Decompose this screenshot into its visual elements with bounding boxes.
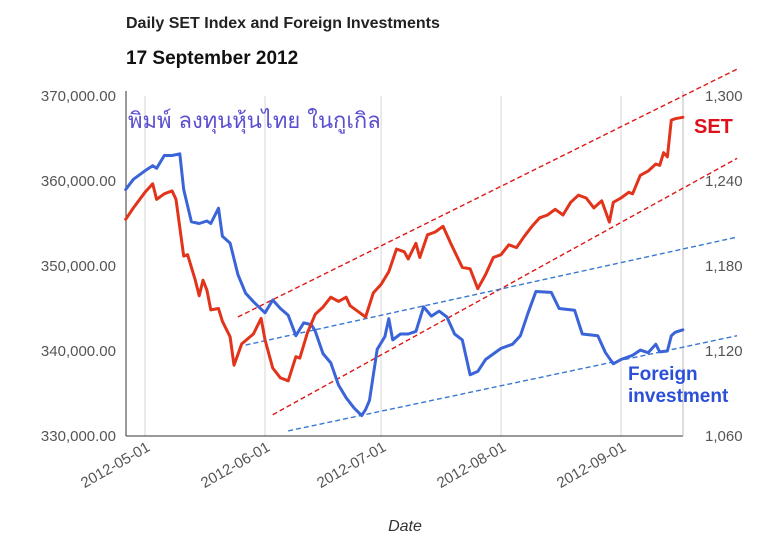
foreign-series-label: Foreign investment [628, 364, 728, 408]
y-right-tick-label: 1,240 [705, 173, 743, 190]
tick-labels: 330,000.00 340,000.00 350,000.00 360,000.00… [41, 88, 743, 535]
y-right-tick-label: 1,120 [705, 343, 743, 360]
series-layer [124, 115, 685, 418]
trend-line [272, 157, 738, 416]
x-tick-label: 2012-09-01 [554, 439, 629, 492]
set-series-label: SET [694, 116, 733, 138]
y-right-tick-label: 1,300 [705, 88, 743, 105]
y-left-tick-label: 350,000.00 [41, 258, 116, 275]
foreign-investment-line [124, 152, 685, 418]
y-left-tick-label: 370,000.00 [41, 88, 116, 105]
watermark-text: พิมพ์ ลงทุนหุ้นไทย ในกูเกิล [128, 109, 381, 134]
x-axis-label: Date [388, 518, 422, 535]
grid [144, 96, 622, 436]
axes [125, 91, 684, 437]
foreign-label-line1: Foreign [628, 364, 698, 385]
set-index-line [124, 115, 685, 383]
y-right-tick-label: 1,060 [705, 428, 743, 445]
trend-line [237, 68, 738, 318]
x-tick-label: 2012-05-01 [78, 439, 153, 492]
y-left-tick-label: 330,000.00 [41, 428, 116, 445]
foreign-label-line2: investment [628, 386, 729, 407]
chart-title: Daily SET Index and Foreign Investments [126, 15, 440, 32]
y-right-tick-label: 1,180 [705, 258, 743, 275]
y-left-tick-label: 340,000.00 [41, 343, 116, 360]
x-tick-label: 2012-07-01 [314, 439, 389, 492]
x-tick-label: 2012-06-01 [198, 439, 273, 492]
x-tick-label: 2012-08-01 [434, 439, 509, 492]
trend-line [245, 236, 738, 346]
chart-date: 17 September 2012 [126, 48, 299, 69]
y-left-tick-label: 360,000.00 [41, 173, 116, 190]
